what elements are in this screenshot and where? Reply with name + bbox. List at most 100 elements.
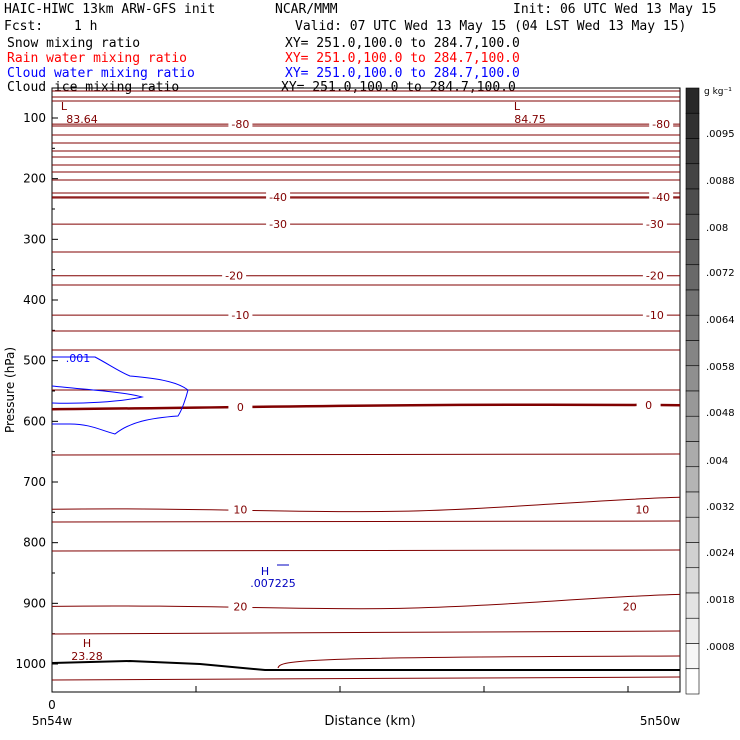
y-axis-label: Pressure (hPa) xyxy=(3,347,17,433)
extreme-marker: H.007225 xyxy=(250,565,296,590)
colorbar-swatch xyxy=(685,340,700,367)
contour-label-bg xyxy=(228,401,253,414)
x-tick-label: 0 xyxy=(48,698,56,712)
x-right-label: 5n50w xyxy=(640,714,681,728)
colorbar-swatch xyxy=(685,415,700,442)
y-tick-label: 800 xyxy=(23,536,46,550)
colorbar-label: .008 xyxy=(706,223,728,234)
colorbar-label: .0032 xyxy=(706,502,735,513)
contour-label: -30 xyxy=(269,218,287,231)
colorbar-label: .0072 xyxy=(706,268,735,279)
colorbar-label: .0018 xyxy=(706,595,735,606)
y-tick-label: 400 xyxy=(23,293,46,307)
colorbar-swatch xyxy=(685,87,700,114)
x-axis-label: Distance (km) xyxy=(324,714,415,729)
contour-label: -10 xyxy=(646,309,664,322)
extreme-value: 23.28 xyxy=(71,650,103,663)
extreme-letter: H xyxy=(83,637,91,650)
temperature-contour-m30: -30 -30 xyxy=(52,218,680,231)
cloud-water-inner xyxy=(51,385,144,404)
isotherm-line xyxy=(51,630,681,635)
contour-label-bg xyxy=(649,118,674,131)
contour-label-bg xyxy=(228,309,253,322)
temperature-contour-m40: -40 -40 xyxy=(52,190,680,204)
contour-label: -20 xyxy=(646,270,664,283)
contour-label: -40 xyxy=(652,191,670,204)
colorbar-label: .0024 xyxy=(706,548,735,559)
colorbar-swatch xyxy=(685,592,700,619)
temperature-contour-m80: -80 -80 xyxy=(52,118,680,131)
y-tick-label: 500 xyxy=(23,354,46,368)
contour-label-bg xyxy=(649,190,674,203)
cloud-water-label: .001 xyxy=(66,352,91,365)
colorbar-label: .0008 xyxy=(706,642,735,653)
contour-label-bg xyxy=(642,309,667,322)
contour-label: -10 xyxy=(231,309,249,322)
field-name-rain: Rain water mixing ratio xyxy=(7,51,188,66)
colorbar-swatch xyxy=(685,542,700,569)
colorbar-swatch xyxy=(685,643,700,670)
temperature-contour-line xyxy=(51,496,681,513)
field-name-cloud-water: Cloud water mixing ratio xyxy=(7,66,195,81)
fcst-value: 1 h xyxy=(74,19,98,34)
isotherm-line xyxy=(51,520,681,523)
isotherm-line xyxy=(51,676,681,681)
colorbar-swatch xyxy=(685,213,700,240)
colorbar-unit: g kg⁻¹ xyxy=(704,87,732,97)
colorbar-swatch xyxy=(685,390,700,417)
extreme-value: 83.64 xyxy=(66,113,98,126)
contour-label-bg xyxy=(266,218,291,231)
isotherm-group xyxy=(51,90,681,681)
init-time: Init: 06 UTC Wed 13 May 15 xyxy=(513,2,717,17)
colorbar-swatch xyxy=(685,441,700,468)
extreme-letter: H xyxy=(261,565,269,578)
colorbar-swatch xyxy=(685,567,700,594)
y-tick-label: 1000 xyxy=(15,657,46,671)
x-left-label: 5n54w xyxy=(32,714,73,728)
field-name-snow: Snow mixing ratio xyxy=(7,36,141,51)
extreme-value: .007225 xyxy=(250,577,296,590)
colorbar-swatch xyxy=(685,112,700,139)
temperature-contour-m10: -10 -10 xyxy=(52,309,680,322)
contour-label-bg xyxy=(642,218,667,231)
colorbar-swatch xyxy=(685,239,700,266)
colorbar-swatch xyxy=(685,314,700,341)
y-tick-label: 100 xyxy=(23,111,46,125)
contour-label-bg xyxy=(617,600,642,613)
contour-label: 20 xyxy=(233,600,247,613)
field-xy-rain: XY= 251.0,100.0 to 284.7,100.0 xyxy=(285,51,520,66)
contour-label: -40 xyxy=(269,191,287,204)
y-tick-label: 200 xyxy=(23,172,46,186)
colorbar-swatch xyxy=(685,617,700,644)
temperature-contour-10: 10 10 xyxy=(51,496,681,516)
colorbar-label: .0058 xyxy=(706,362,735,373)
contour-label-bg xyxy=(642,269,667,282)
cloud-water-outline xyxy=(52,356,189,435)
y-tick-label: 600 xyxy=(23,414,46,428)
colorbar-swatch xyxy=(685,466,700,493)
contour-label: 0 xyxy=(237,401,244,414)
contour-label: 10 xyxy=(635,503,649,516)
colorbar-swatch xyxy=(685,188,700,215)
colorbar-swatch xyxy=(685,668,700,695)
valid-time: Valid: 07 UTC Wed 13 May 15 (04 LST Wed … xyxy=(295,19,687,34)
fcst-label: Fcst: xyxy=(4,19,44,34)
colorbar-swatch xyxy=(685,138,700,165)
field-xy-snow: XY= 251.0,100.0 to 284.7,100.0 xyxy=(285,36,520,51)
temperature-contour-m20: -20 -20 xyxy=(52,269,680,283)
cloud-water-contour: .001 xyxy=(51,352,189,435)
colorbar-label: .0064 xyxy=(706,315,735,326)
colorbar-label: .0088 xyxy=(706,176,735,187)
colorbar-swatch xyxy=(685,264,700,291)
extreme-value: 84.75 xyxy=(514,113,546,126)
org-label: NCAR/MMM xyxy=(275,2,338,17)
colorbar-swatch xyxy=(685,491,700,518)
colorbar-swatch xyxy=(685,516,700,543)
temperature-contour-20: 20 20 xyxy=(51,593,681,613)
extreme-letter: L xyxy=(61,100,68,113)
contour-label-bg xyxy=(636,399,661,412)
contour-label-bg xyxy=(228,503,253,516)
contour-label-bg xyxy=(222,269,247,282)
